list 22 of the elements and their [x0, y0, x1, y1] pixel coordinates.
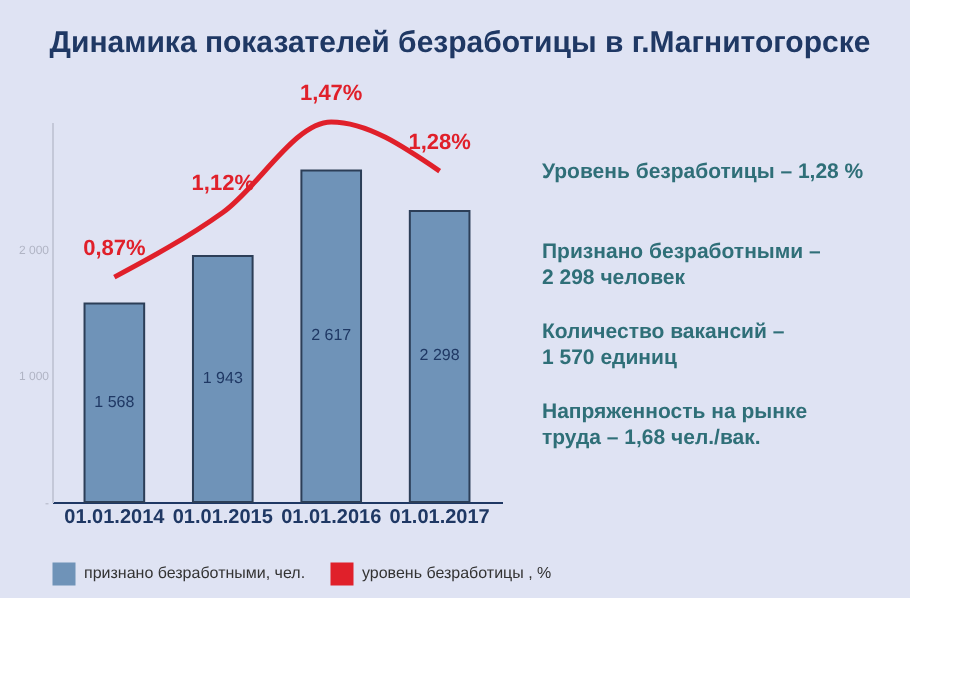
- bar: [408, 209, 471, 503]
- chart-title: Динамика показателей безработицы в г.Магнитогорске: [49, 26, 871, 60]
- bar: [191, 254, 254, 503]
- x-tick-label: 01.01.2017: [389, 507, 491, 529]
- data-label: 0,87%: [83, 237, 146, 262]
- data-label: 2 617: [311, 326, 353, 345]
- data-label: 1 943: [202, 368, 244, 387]
- data-label: 1,47%: [300, 82, 363, 106]
- data-label: 2 298: [419, 346, 461, 365]
- x-tick-label: 01.01.2015: [172, 507, 274, 529]
- x-tick-label: 01.01.2014: [64, 507, 166, 529]
- data-label: 1,28%: [408, 131, 472, 156]
- x-tick-label: 01.01.2016: [281, 507, 383, 529]
- legend-label: признано безработными, чел.: [84, 564, 306, 582]
- legend-label: уровень безработицы , %: [362, 564, 552, 582]
- bar: [300, 169, 363, 503]
- data-label: 1 568: [94, 392, 136, 411]
- text: Признано безработными – 2 298 человек: [542, 240, 822, 290]
- text: Уровень безработицы – 1,28 %: [542, 160, 865, 184]
- text: Количество вакансий – 1 570 единиц: [542, 320, 785, 370]
- text: Напряженность на рынке труда – 1,68 чел./вак.: [542, 400, 808, 450]
- bar: [83, 302, 146, 503]
